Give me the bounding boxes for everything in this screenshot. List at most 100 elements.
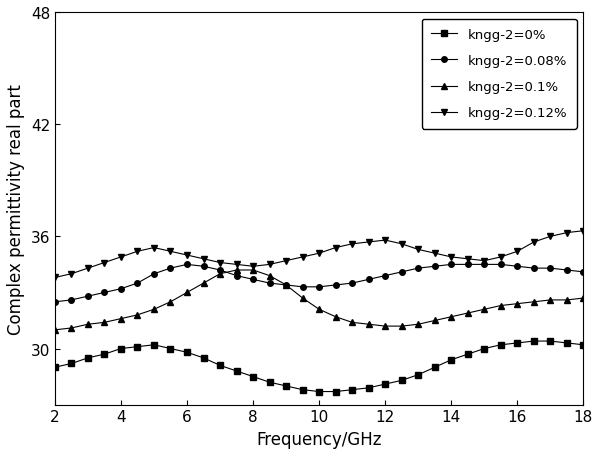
- kngg-2=0.08%: [580, 269, 587, 275]
- kngg-2=0.12%: [51, 275, 58, 281]
- kngg-2=0%: [283, 384, 290, 389]
- kngg-2=0.1%: [382, 324, 389, 329]
- kngg-2=0.1%: [547, 298, 554, 303]
- kngg-2=0.12%: [382, 238, 389, 243]
- kngg-2=0.1%: [68, 325, 75, 331]
- kngg-2=0.08%: [514, 264, 521, 269]
- Line: kngg-2=0.1%: kngg-2=0.1%: [52, 268, 586, 333]
- kngg-2=0.12%: [299, 255, 306, 260]
- kngg-2=0.08%: [382, 273, 389, 279]
- kngg-2=0.08%: [530, 266, 538, 271]
- Legend: kngg-2=0%, kngg-2=0.08%, kngg-2=0.1%, kngg-2=0.12%: kngg-2=0%, kngg-2=0.08%, kngg-2=0.1%, kn…: [422, 20, 577, 129]
- kngg-2=0.12%: [68, 272, 75, 277]
- kngg-2=0.1%: [530, 299, 538, 305]
- X-axis label: Frequency/GHz: Frequency/GHz: [256, 430, 382, 448]
- kngg-2=0.12%: [84, 266, 91, 271]
- kngg-2=0.08%: [68, 298, 75, 303]
- kngg-2=0.08%: [497, 262, 505, 268]
- kngg-2=0.12%: [118, 255, 125, 260]
- kngg-2=0.1%: [497, 303, 505, 308]
- kngg-2=0.12%: [514, 249, 521, 254]
- kngg-2=0.12%: [464, 257, 472, 262]
- Y-axis label: Complex permittivity real part: Complex permittivity real part: [7, 84, 25, 334]
- kngg-2=0.08%: [118, 286, 125, 292]
- kngg-2=0.08%: [217, 268, 224, 273]
- kngg-2=0.12%: [448, 255, 455, 260]
- kngg-2=0%: [448, 357, 455, 363]
- kngg-2=0%: [118, 346, 125, 352]
- kngg-2=0.08%: [283, 283, 290, 288]
- kngg-2=0.1%: [398, 324, 406, 329]
- kngg-2=0.08%: [349, 281, 356, 286]
- kngg-2=0.08%: [431, 264, 439, 269]
- kngg-2=0.08%: [250, 277, 257, 283]
- kngg-2=0%: [134, 344, 141, 349]
- kngg-2=0.08%: [332, 283, 339, 288]
- kngg-2=0.08%: [233, 273, 240, 279]
- kngg-2=0.08%: [200, 264, 207, 269]
- kngg-2=0.1%: [134, 313, 141, 318]
- kngg-2=0.1%: [563, 298, 571, 303]
- kngg-2=0.12%: [101, 260, 108, 266]
- kngg-2=0.12%: [415, 247, 422, 253]
- kngg-2=0.08%: [134, 281, 141, 286]
- kngg-2=0%: [497, 342, 505, 348]
- kngg-2=0%: [68, 361, 75, 366]
- kngg-2=0%: [167, 346, 174, 352]
- Line: kngg-2=0.08%: kngg-2=0.08%: [52, 262, 586, 305]
- kngg-2=0.08%: [151, 272, 158, 277]
- kngg-2=0%: [349, 387, 356, 393]
- kngg-2=0%: [481, 346, 488, 352]
- kngg-2=0.08%: [316, 284, 323, 290]
- kngg-2=0.12%: [283, 258, 290, 264]
- kngg-2=0.12%: [349, 242, 356, 247]
- kngg-2=0%: [316, 389, 323, 394]
- kngg-2=0.1%: [349, 320, 356, 325]
- kngg-2=0.12%: [316, 251, 323, 256]
- kngg-2=0.12%: [580, 228, 587, 234]
- kngg-2=0.1%: [200, 281, 207, 286]
- kngg-2=0.12%: [200, 257, 207, 262]
- kngg-2=0.08%: [547, 266, 554, 271]
- kngg-2=0.08%: [464, 262, 472, 268]
- kngg-2=0.12%: [184, 253, 191, 258]
- kngg-2=0.08%: [51, 299, 58, 305]
- kngg-2=0.1%: [283, 283, 290, 288]
- kngg-2=0.08%: [167, 266, 174, 271]
- kngg-2=0.1%: [415, 322, 422, 327]
- kngg-2=0.12%: [431, 251, 439, 256]
- kngg-2=0.1%: [184, 290, 191, 296]
- kngg-2=0%: [431, 365, 439, 370]
- kngg-2=0.08%: [415, 266, 422, 271]
- kngg-2=0%: [250, 374, 257, 379]
- kngg-2=0.08%: [481, 262, 488, 268]
- kngg-2=0.12%: [332, 245, 339, 251]
- kngg-2=0.1%: [316, 307, 323, 312]
- kngg-2=0%: [84, 355, 91, 361]
- kngg-2=0.1%: [448, 314, 455, 320]
- kngg-2=0.08%: [101, 290, 108, 296]
- kngg-2=0%: [464, 352, 472, 357]
- kngg-2=0%: [382, 381, 389, 387]
- kngg-2=0.08%: [563, 268, 571, 273]
- kngg-2=0.08%: [299, 284, 306, 290]
- kngg-2=0%: [514, 340, 521, 346]
- kngg-2=0%: [530, 339, 538, 344]
- kngg-2=0%: [299, 387, 306, 393]
- kngg-2=0.08%: [266, 281, 273, 286]
- kngg-2=0%: [365, 385, 372, 391]
- kngg-2=0.1%: [332, 314, 339, 320]
- kngg-2=0.1%: [151, 307, 158, 312]
- kngg-2=0.12%: [167, 249, 174, 254]
- kngg-2=0.12%: [266, 262, 273, 268]
- kngg-2=0.1%: [299, 296, 306, 301]
- kngg-2=0.1%: [84, 322, 91, 327]
- kngg-2=0.12%: [481, 258, 488, 264]
- kngg-2=0%: [415, 372, 422, 378]
- kngg-2=0.1%: [464, 311, 472, 316]
- kngg-2=0.1%: [365, 322, 372, 327]
- kngg-2=0.08%: [398, 269, 406, 275]
- kngg-2=0.1%: [101, 320, 108, 325]
- kngg-2=0.1%: [51, 328, 58, 333]
- kngg-2=0.1%: [250, 268, 257, 273]
